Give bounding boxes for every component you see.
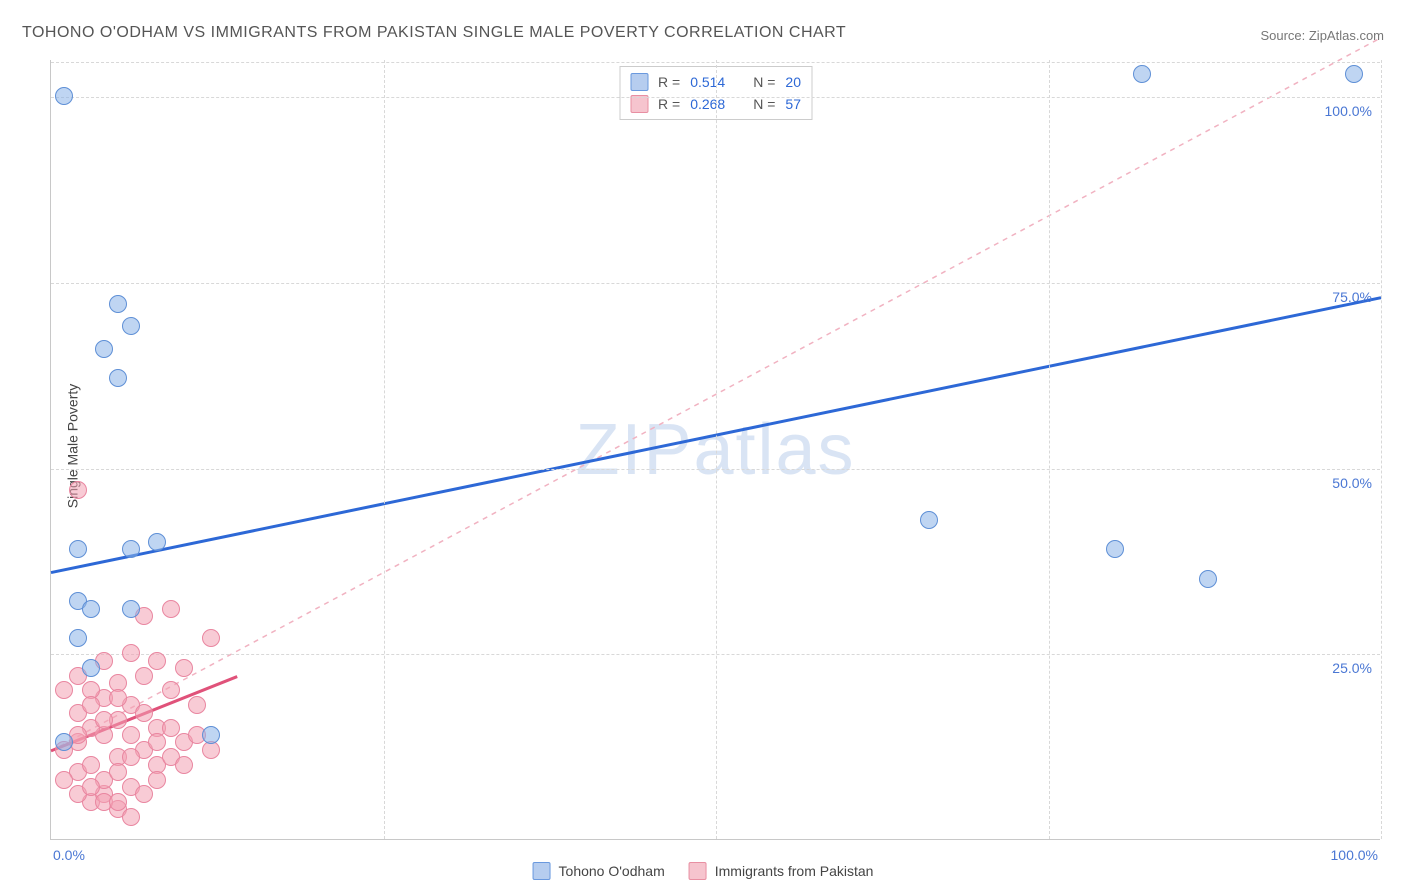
data-point bbox=[109, 295, 127, 313]
legend-swatch bbox=[630, 73, 648, 91]
data-point bbox=[95, 711, 113, 729]
data-point bbox=[95, 340, 113, 358]
data-point bbox=[1133, 65, 1151, 83]
data-point bbox=[175, 659, 193, 677]
data-point bbox=[122, 600, 140, 618]
data-point bbox=[162, 600, 180, 618]
data-point bbox=[109, 689, 127, 707]
legend-item: Immigrants from Pakistan bbox=[689, 862, 874, 880]
gridline-v bbox=[384, 60, 385, 839]
data-point bbox=[148, 652, 166, 670]
legend-swatch bbox=[689, 862, 707, 880]
r-value: 0.514 bbox=[690, 74, 725, 90]
data-point bbox=[69, 481, 87, 499]
plot-area: ZIPatlas R =0.514N =20R =0.268N =57 25.0… bbox=[50, 60, 1380, 840]
y-tick-label: 25.0% bbox=[1332, 660, 1372, 676]
data-point bbox=[1106, 540, 1124, 558]
data-point bbox=[135, 667, 153, 685]
data-point bbox=[122, 748, 140, 766]
data-point bbox=[162, 681, 180, 699]
data-point bbox=[162, 719, 180, 737]
data-point bbox=[1199, 570, 1217, 588]
gridline-v bbox=[716, 60, 717, 839]
data-point bbox=[148, 771, 166, 789]
data-point bbox=[69, 540, 87, 558]
n-label: N = bbox=[753, 74, 775, 90]
legend-swatch bbox=[533, 862, 551, 880]
data-point bbox=[69, 629, 87, 647]
series-legend: Tohono O'odham Immigrants from Pakistan bbox=[533, 862, 874, 880]
source-label: Source: ZipAtlas.com bbox=[1260, 28, 1384, 43]
x-tick-label: 0.0% bbox=[53, 847, 85, 863]
legend-label: Tohono O'odham bbox=[559, 863, 665, 879]
data-point bbox=[122, 540, 140, 558]
data-point bbox=[55, 87, 73, 105]
data-point bbox=[202, 629, 220, 647]
data-point bbox=[109, 369, 127, 387]
data-point bbox=[82, 756, 100, 774]
legend-label: Immigrants from Pakistan bbox=[715, 863, 874, 879]
data-point bbox=[202, 726, 220, 744]
data-point bbox=[109, 793, 127, 811]
gridline-v bbox=[1049, 60, 1050, 839]
y-tick-label: 50.0% bbox=[1332, 475, 1372, 491]
n-value: 20 bbox=[785, 74, 801, 90]
n-value: 57 bbox=[785, 96, 801, 112]
data-point bbox=[55, 733, 73, 751]
r-value: 0.268 bbox=[690, 96, 725, 112]
data-point bbox=[55, 771, 73, 789]
y-tick-label: 100.0% bbox=[1325, 103, 1372, 119]
data-point bbox=[1345, 65, 1363, 83]
data-point bbox=[122, 726, 140, 744]
data-point bbox=[55, 681, 73, 699]
data-point bbox=[122, 317, 140, 335]
data-point bbox=[175, 756, 193, 774]
data-point bbox=[109, 763, 127, 781]
r-label: R = bbox=[658, 96, 680, 112]
data-point bbox=[82, 778, 100, 796]
data-point bbox=[135, 785, 153, 803]
legend-item: Tohono O'odham bbox=[533, 862, 665, 880]
data-point bbox=[148, 733, 166, 751]
data-point bbox=[148, 533, 166, 551]
gridline-v bbox=[1381, 60, 1382, 839]
data-point bbox=[122, 644, 140, 662]
data-point bbox=[920, 511, 938, 529]
data-point bbox=[82, 600, 100, 618]
y-tick-label: 75.0% bbox=[1332, 289, 1372, 305]
data-point bbox=[122, 808, 140, 826]
data-point bbox=[135, 704, 153, 722]
chart-title: TOHONO O'ODHAM VS IMMIGRANTS FROM PAKIST… bbox=[22, 24, 846, 42]
data-point bbox=[82, 696, 100, 714]
r-label: R = bbox=[658, 74, 680, 90]
n-label: N = bbox=[753, 96, 775, 112]
data-point bbox=[188, 696, 206, 714]
x-tick-label: 100.0% bbox=[1331, 847, 1378, 863]
data-point bbox=[82, 659, 100, 677]
